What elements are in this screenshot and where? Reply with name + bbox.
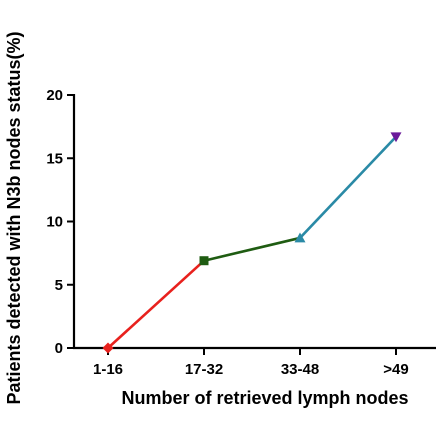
- series-line: [107, 135, 397, 349]
- y-axis-title: Patients detected with N3b nodes status(…: [4, 31, 24, 404]
- x-tick-label: >49: [383, 361, 408, 378]
- data-point-triangle-up: [294, 232, 306, 243]
- data-point-diamond: [102, 342, 114, 354]
- y-axis: 0 5 10 15 20: [46, 87, 76, 357]
- y-tick-label: 0: [55, 340, 63, 357]
- line-segment: [203, 236, 301, 262]
- line-segment: [299, 135, 397, 239]
- y-tick-label: 15: [46, 150, 63, 167]
- x-axis: 1-16 17-32 33-48 >49: [73, 346, 436, 378]
- series-markers: [102, 132, 402, 354]
- line-segment: [107, 259, 205, 349]
- x-axis-title: Number of retrieved lymph nodes: [121, 388, 408, 408]
- x-tick-label: 1-16: [93, 361, 123, 378]
- y-tick-label: 20: [46, 87, 63, 104]
- x-tick-label: 33-48: [281, 361, 319, 378]
- data-point-square: [199, 256, 209, 266]
- x-tick-label: 17-32: [185, 361, 223, 378]
- data-point-triangle-down: [390, 132, 402, 143]
- y-tick-label: 5: [55, 277, 63, 294]
- y-tick-label: 10: [46, 214, 63, 231]
